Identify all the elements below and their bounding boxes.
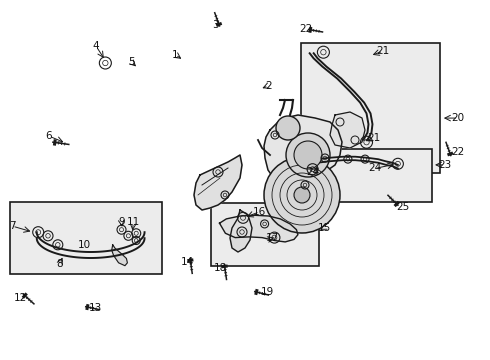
Polygon shape	[220, 215, 298, 242]
Text: 15: 15	[318, 222, 331, 233]
Bar	[10, 202, 162, 274]
Text: 6: 6	[46, 131, 52, 141]
Text: 18: 18	[214, 263, 227, 273]
Text: 12: 12	[14, 293, 27, 303]
Bar	[301, 43, 440, 173]
Polygon shape	[264, 115, 342, 188]
Text: 21: 21	[367, 132, 380, 143]
Text: 2: 2	[265, 81, 272, 91]
Text: 22: 22	[299, 24, 313, 34]
Text: 19: 19	[260, 287, 274, 297]
Circle shape	[264, 157, 340, 233]
Text: 21: 21	[376, 46, 390, 56]
Text: 13: 13	[89, 303, 102, 313]
Text: 4: 4	[93, 41, 99, 51]
Polygon shape	[194, 155, 242, 210]
Text: 25: 25	[396, 202, 410, 212]
Text: 24: 24	[368, 163, 382, 174]
Text: 11: 11	[126, 217, 140, 228]
Text: 5: 5	[128, 57, 135, 67]
Text: 8: 8	[56, 258, 63, 269]
Circle shape	[294, 187, 310, 203]
Polygon shape	[230, 210, 252, 252]
Circle shape	[286, 133, 330, 177]
Text: 7: 7	[9, 221, 16, 231]
Text: 20: 20	[452, 113, 465, 123]
Text: 16: 16	[253, 207, 267, 217]
Text: 10: 10	[78, 240, 91, 250]
Circle shape	[276, 116, 300, 140]
Polygon shape	[330, 112, 365, 148]
Text: 23: 23	[438, 160, 452, 170]
Text: 9: 9	[118, 217, 125, 228]
Circle shape	[294, 141, 322, 169]
Polygon shape	[112, 245, 127, 266]
Text: 3: 3	[212, 20, 219, 30]
Text: 17: 17	[265, 233, 279, 243]
Bar	[211, 203, 318, 266]
Text: 1: 1	[172, 50, 179, 60]
Bar	[301, 149, 432, 202]
Text: 14: 14	[180, 257, 194, 267]
Text: 24: 24	[306, 167, 319, 177]
Text: 22: 22	[451, 147, 465, 157]
